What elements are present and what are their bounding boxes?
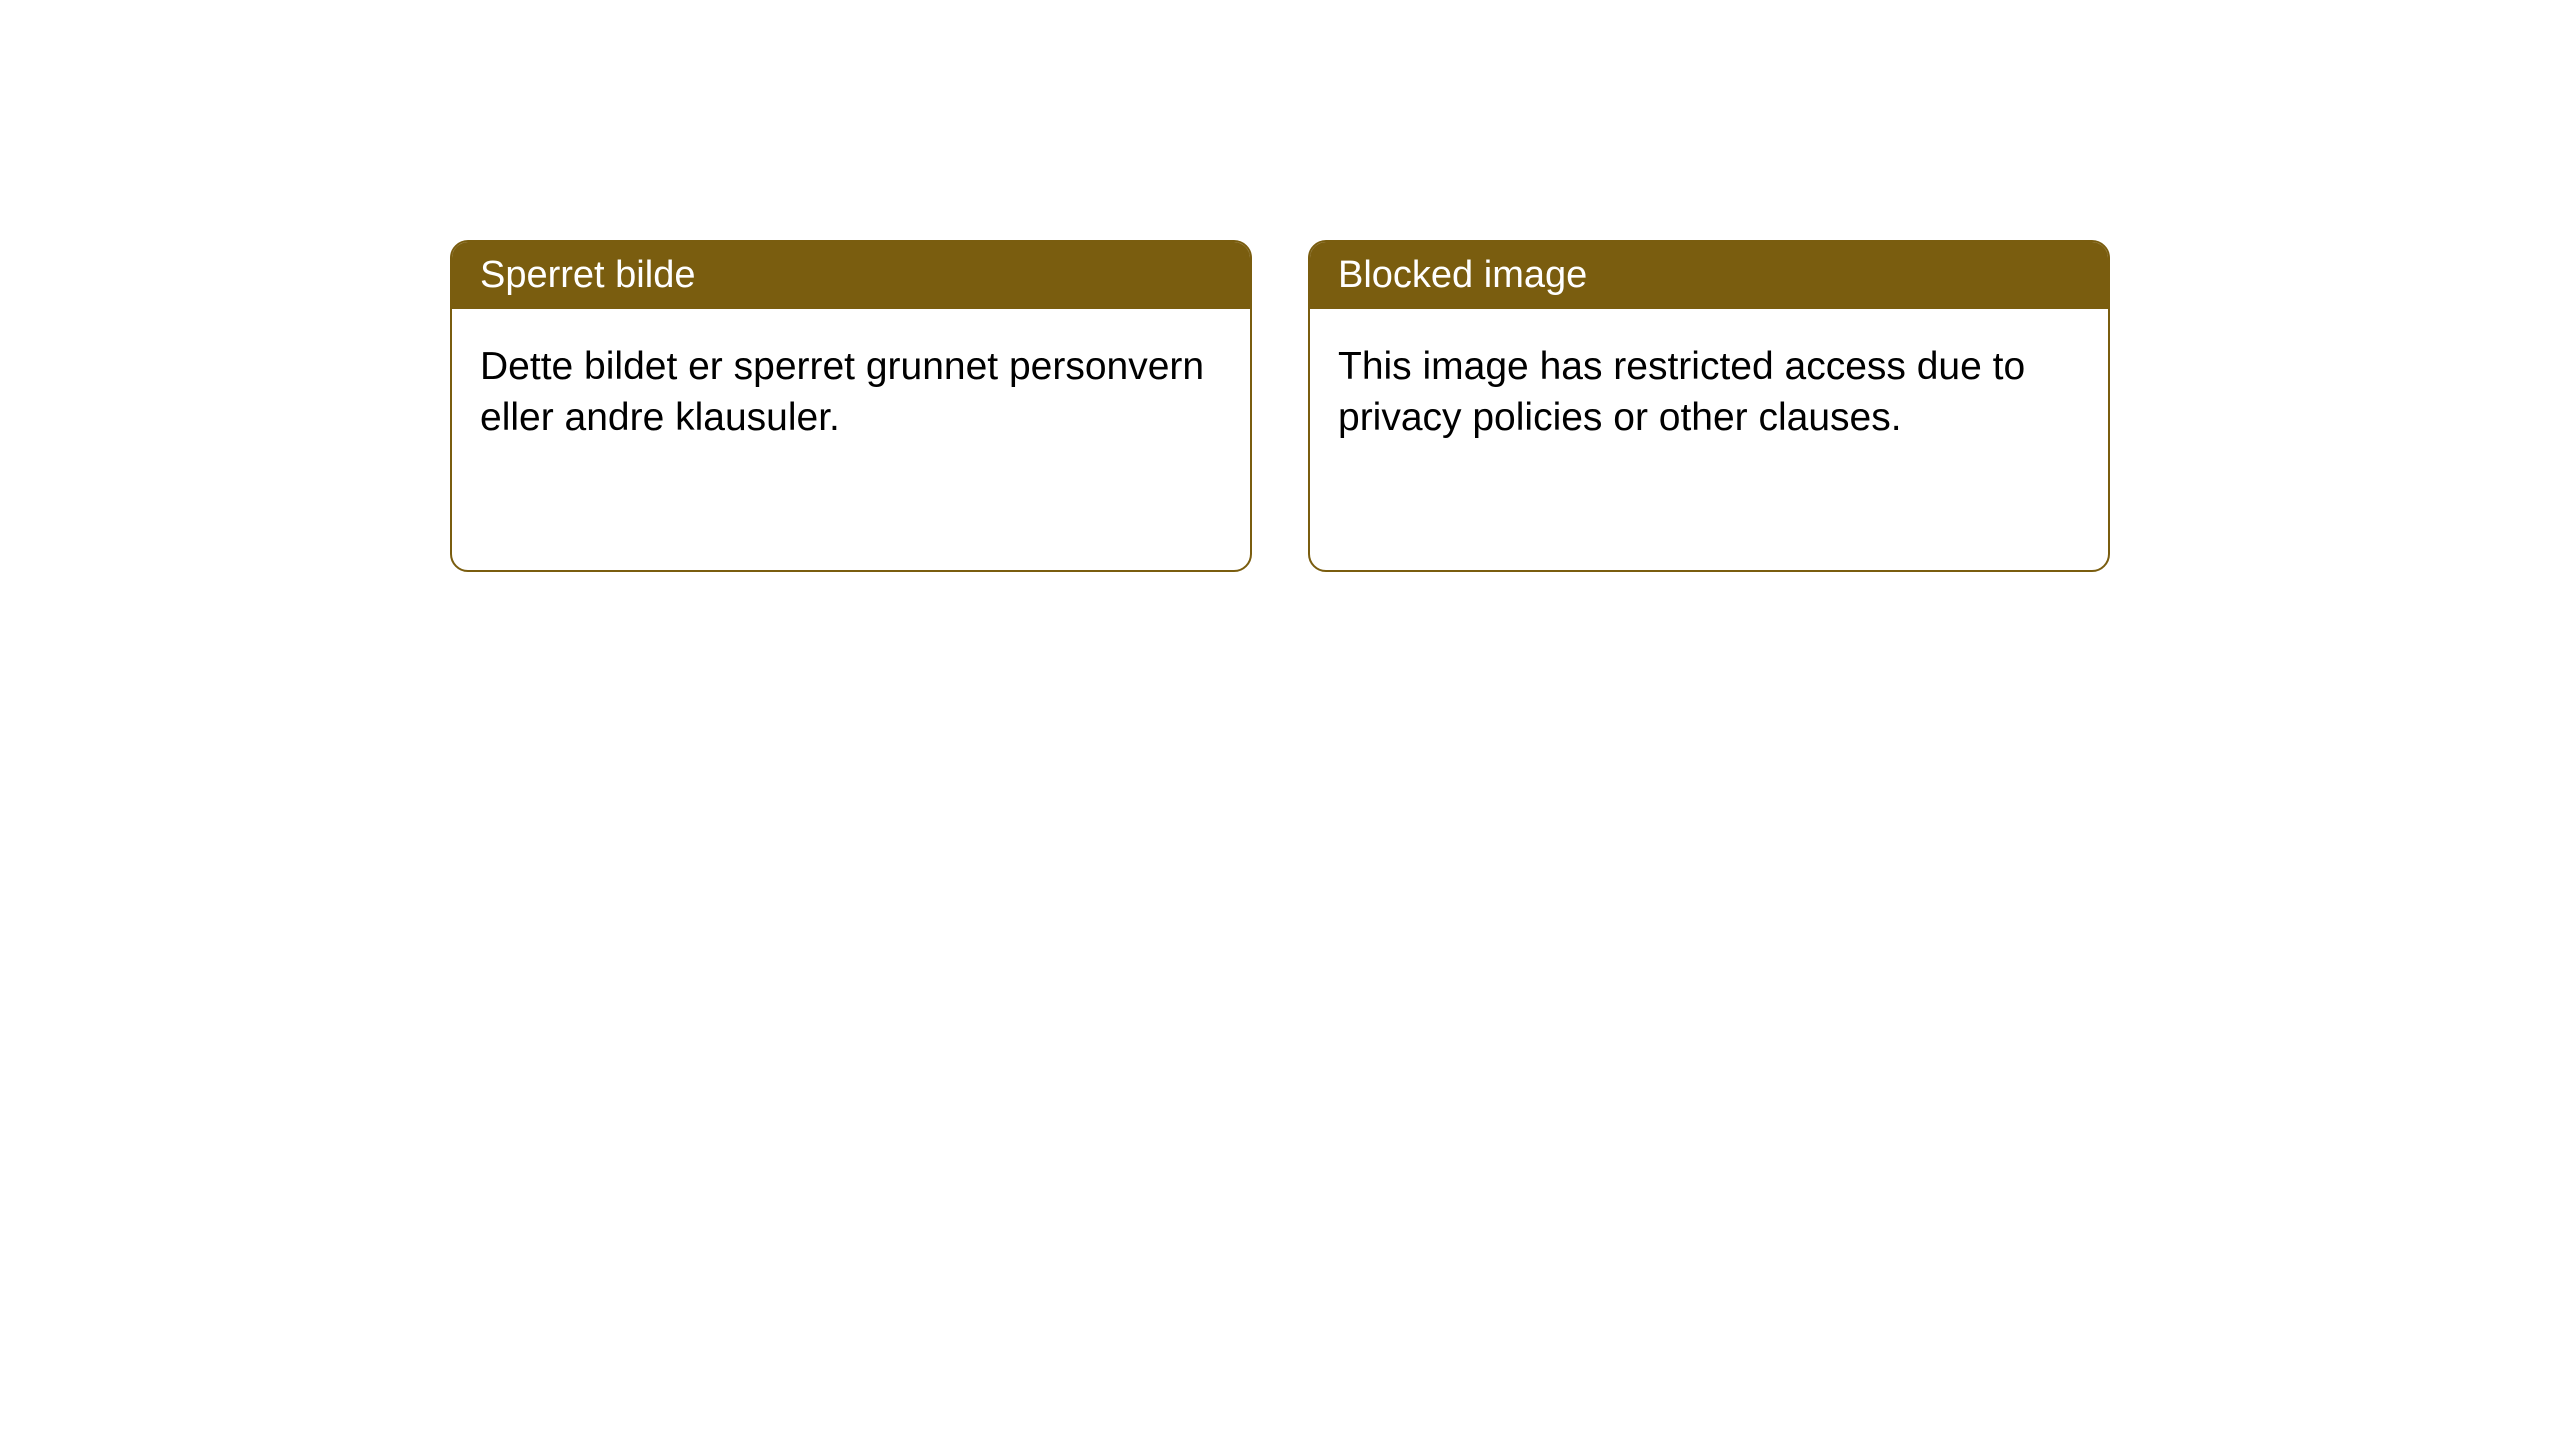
notice-header-text: Blocked image [1338,254,1587,296]
notice-container: Sperret bilde Dette bildet er sperret gr… [0,0,2560,572]
notice-header: Blocked image [1310,242,2108,309]
notice-card-norwegian: Sperret bilde Dette bildet er sperret gr… [450,240,1252,572]
notice-body: This image has restricted access due to … [1310,309,2108,476]
notice-header: Sperret bilde [452,242,1250,309]
notice-body: Dette bildet er sperret grunnet personve… [452,309,1250,476]
notice-card-english: Blocked image This image has restricted … [1308,240,2110,572]
notice-body-text: This image has restricted access due to … [1338,345,2025,439]
notice-body-text: Dette bildet er sperret grunnet personve… [480,345,1204,439]
notice-header-text: Sperret bilde [480,254,695,296]
